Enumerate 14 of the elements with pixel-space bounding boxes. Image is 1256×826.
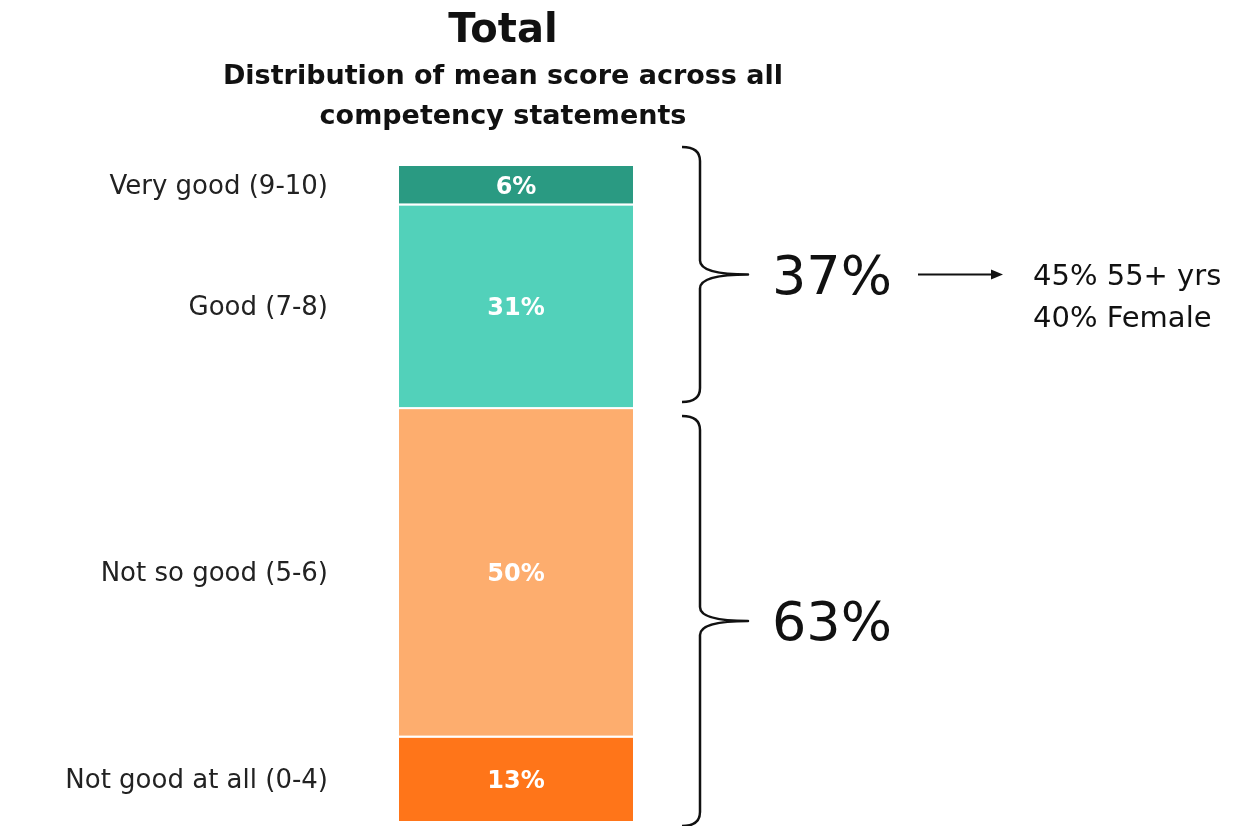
text: Not so good (5-6)	[100, 557, 328, 588]
chart-title: Total	[448, 5, 558, 51]
data-label: 6%	[495, 171, 537, 200]
data-label: 13%	[487, 766, 545, 795]
data-label: 31%	[487, 293, 545, 322]
text: 63%	[772, 590, 893, 654]
data-label: 50%	[487, 559, 545, 588]
chart-subtitle: Distribution of mean score across all competency statements	[222, 59, 784, 130]
text: 45% 55+ yrs	[1033, 257, 1222, 292]
text: 37%	[772, 243, 893, 307]
text: Very good (9-10)	[109, 169, 328, 200]
text: Good (7-8)	[188, 291, 328, 322]
text: 40% Female	[1033, 299, 1212, 334]
text: Not good at all (0-4)	[65, 764, 328, 795]
